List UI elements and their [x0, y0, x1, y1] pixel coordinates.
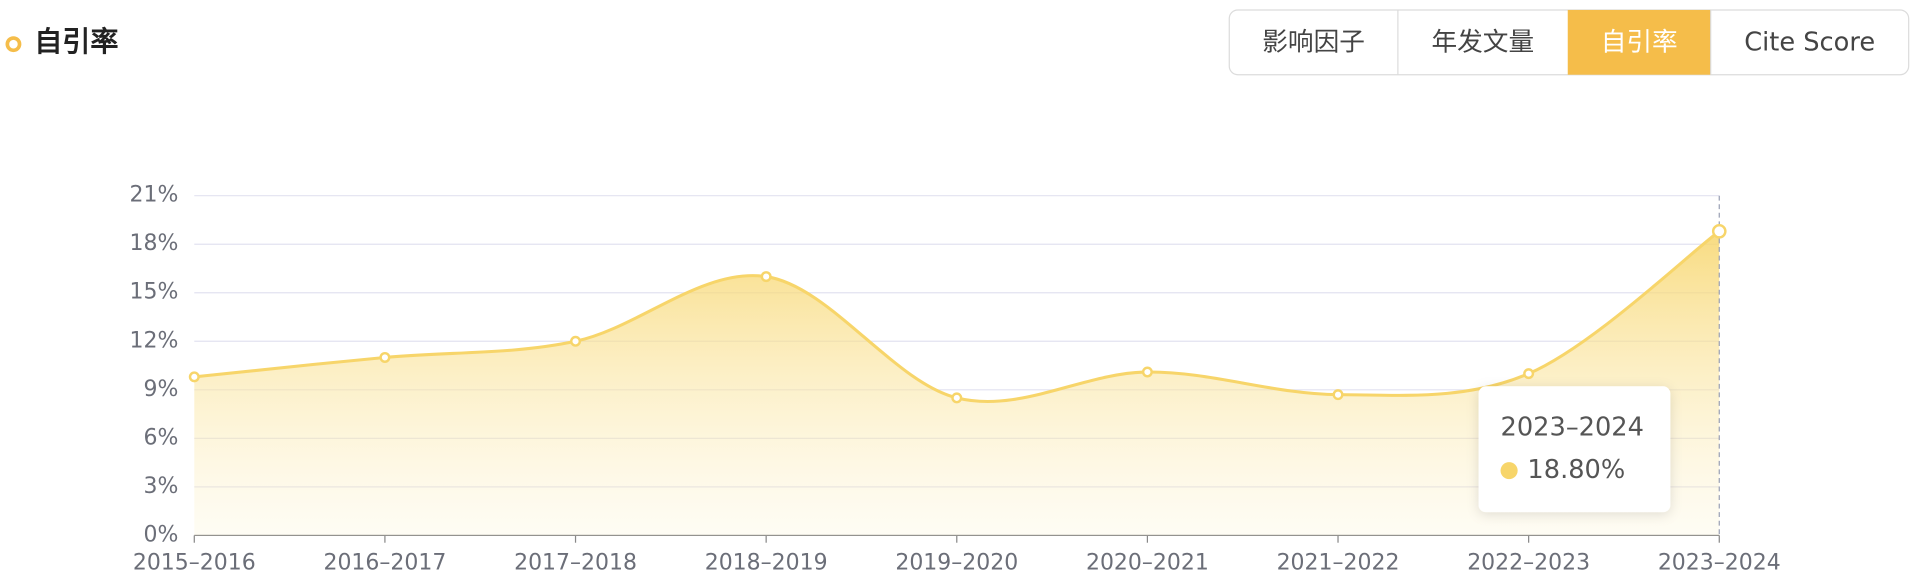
tab-active-bg [1567, 9, 1711, 75]
tab[interactable]: 年发文量 [1397, 9, 1535, 75]
tab-label[interactable]: Cite Score [1744, 27, 1875, 57]
x-tick-label: 2017–2018 [514, 550, 637, 575]
x-tick-label: 2021–2022 [1277, 550, 1400, 575]
tooltip-value: 18.80% [1527, 455, 1625, 485]
tab[interactable]: 自引率 [1567, 9, 1711, 75]
point [570, 335, 582, 347]
tooltip-title: 2023–2024 [1501, 412, 1644, 442]
y-tick-label: 0% [144, 522, 179, 547]
y-tick-label: 6% [144, 425, 179, 450]
y-tick-label: 18% [130, 231, 179, 256]
x-tick-label: 2018–2019 [705, 550, 828, 575]
x-tick-label: 2016–2017 [323, 550, 446, 575]
y-tick-label: 21% [130, 183, 179, 208]
point [951, 392, 963, 404]
point [760, 271, 772, 283]
y-tick-label: 15% [130, 280, 179, 305]
point [1141, 366, 1153, 378]
y-tick-label: 9% [144, 377, 179, 402]
x-tick-label: 2015–2016 [133, 550, 256, 575]
x-tick-label: 2022–2023 [1467, 550, 1590, 575]
chart: 0% 3% 6% 9% 12% 15% 18% 21% 2015–2016 2016–2017 20… [130, 183, 1781, 576]
x-tick-label: 2019–2020 [895, 550, 1018, 575]
tab-bar: 影响因子 年发文量 自引率 Cite Score [1228, 9, 1910, 76]
point [188, 371, 200, 383]
title-marker [5, 36, 22, 53]
point [1711, 223, 1727, 239]
x-tick-label: 2020–2021 [1086, 550, 1209, 575]
y-tick-label: 12% [130, 328, 179, 353]
x-tick-label: 2023–2024 [1658, 550, 1781, 575]
point [379, 351, 391, 363]
tab-label[interactable]: 年发文量 [1432, 27, 1535, 57]
tab[interactable]: 影响因子 [1262, 27, 1365, 57]
point [1523, 368, 1535, 380]
point [1332, 389, 1344, 401]
area-fill [194, 231, 1720, 536]
tab-label[interactable]: 自引率 [1601, 27, 1678, 57]
tab[interactable]: Cite Score [1710, 9, 1875, 75]
y-tick-label: 3% [144, 474, 179, 499]
tooltip-dot [1500, 462, 1518, 480]
tooltip: 2023–2024 18.80% [1478, 386, 1671, 513]
tab-label[interactable]: 影响因子 [1262, 27, 1365, 57]
tooltip-box [1478, 386, 1671, 513]
section-title: 自引率 [34, 25, 118, 58]
